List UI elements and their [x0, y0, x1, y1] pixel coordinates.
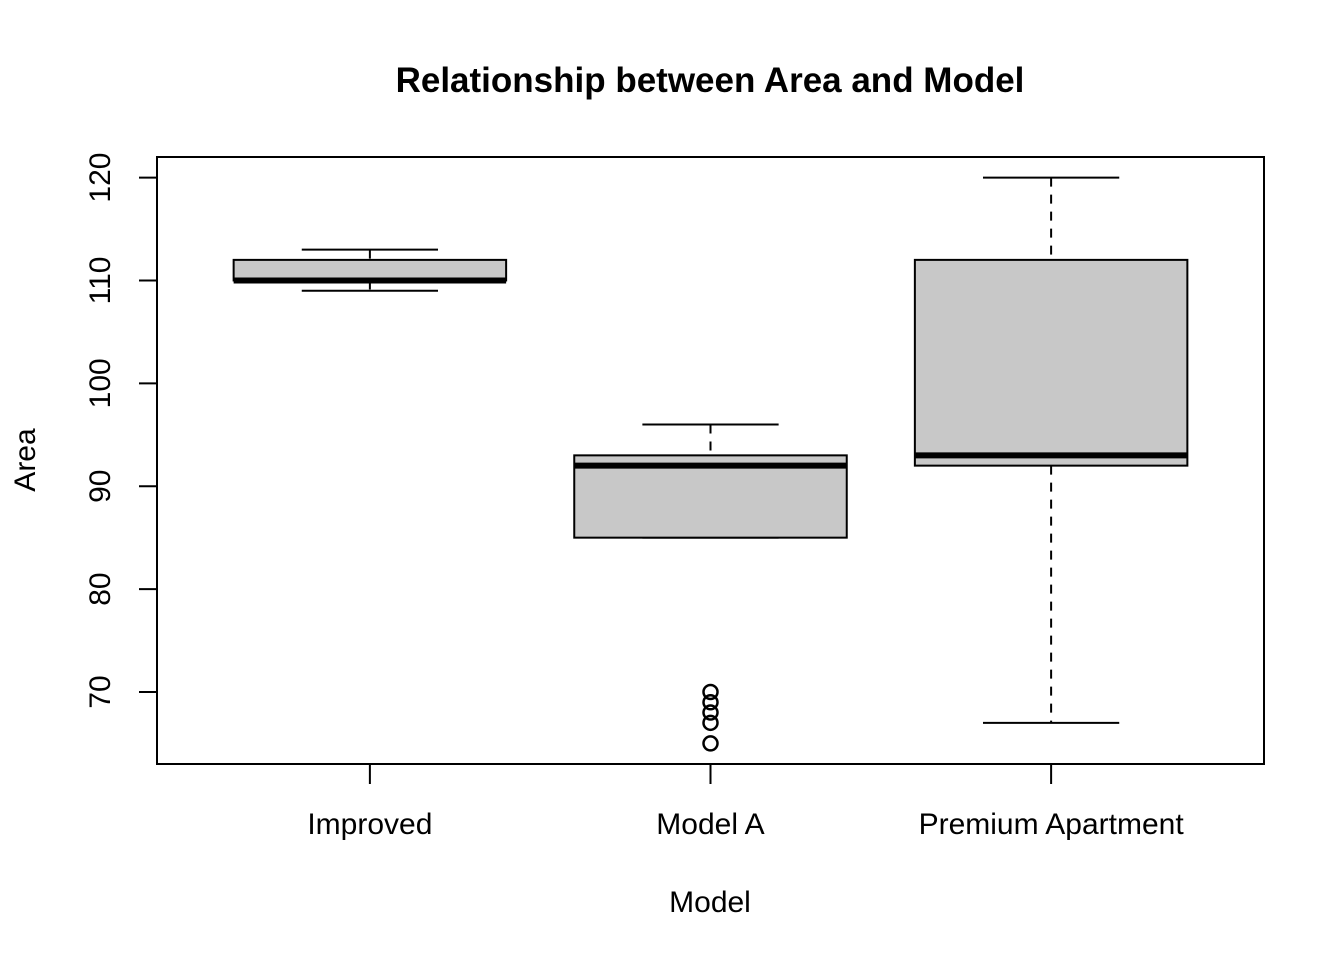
box-group: [573, 423, 848, 752]
y-tick-label: 120: [84, 153, 117, 203]
outlier-point: [702, 714, 719, 732]
y-tick-label: 110: [84, 257, 117, 305]
x-axis: Improved Model A Premium Apartment: [307, 764, 1184, 841]
y-tick-label: 100: [84, 358, 117, 408]
y-axis-label: Area: [9, 428, 42, 492]
y-tick-label: 80: [84, 572, 117, 605]
chart-title: Relationship between Area and Model: [396, 61, 1025, 100]
x-tick-label: Premium Apartment: [919, 808, 1185, 841]
outlier-point: [702, 694, 719, 711]
boxes-layer: [232, 176, 1189, 752]
iqr-box: [232, 258, 508, 282]
box-group: [913, 176, 1189, 724]
outlier-point: [702, 735, 719, 752]
outlier-point: [702, 683, 719, 701]
y-tick-label: 90: [84, 470, 117, 503]
box-group: [232, 248, 508, 292]
outlier-point: [702, 704, 719, 721]
y-axis: 70 80 90 100 110 120: [84, 153, 158, 709]
iqr-box: [913, 258, 1189, 467]
x-tick-label: Improved: [307, 808, 432, 841]
iqr-box: [573, 454, 848, 539]
y-tick-label: 70: [84, 675, 117, 708]
x-tick-label: Model A: [656, 808, 764, 841]
x-axis-label: Model: [669, 886, 751, 919]
